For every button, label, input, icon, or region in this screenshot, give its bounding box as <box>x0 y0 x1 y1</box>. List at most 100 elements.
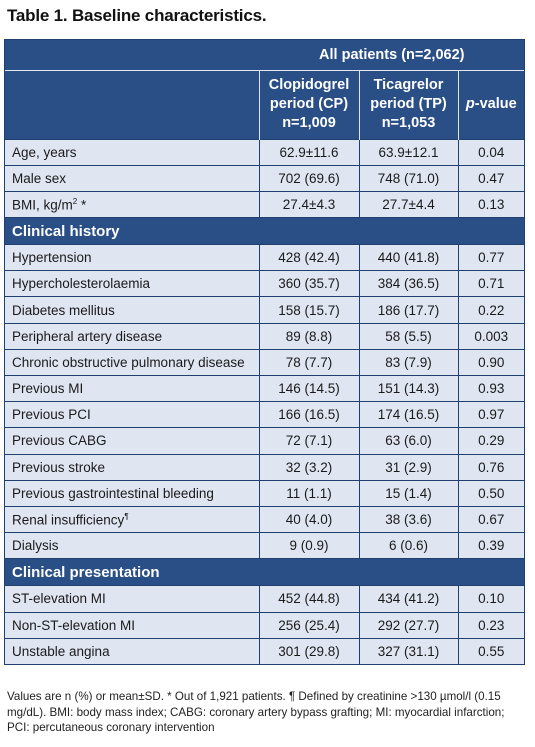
section-clinical-presentation: Clinical presentation <box>5 558 525 586</box>
table-row: BMI, kg/m2 * 27.4±4.3 27.7±4.4 0.13 <box>5 190 525 218</box>
cell-clopidogrel: 9 (0.9) <box>258 532 359 559</box>
row-label-text: ST-elevation MI <box>12 591 106 607</box>
row-label-text: Dialysis <box>12 538 59 554</box>
cell-ticagrelor: 384 (36.5) <box>358 270 458 297</box>
row-label-text: Previous PCI <box>12 407 91 423</box>
row-label-text: Unstable angina <box>12 644 110 660</box>
header-blank-cell-2 <box>5 70 259 139</box>
row-label-text: Renal insufficiency <box>12 512 125 528</box>
header-p-italic: p <box>465 96 475 112</box>
cell-p-value: 0.67 <box>457 505 525 533</box>
cell-clopidogrel: 146 (14.5) <box>258 374 359 402</box>
row-label-text: Previous stroke <box>12 459 106 475</box>
row-label-text: Chronic obstructive pulmonary disease <box>12 354 245 370</box>
cell-p-value: 0.39 <box>457 532 525 559</box>
row-label: Chronic obstructive pulmonary disease <box>5 348 259 376</box>
table-row: Non-ST-elevation MI 256 (25.4) 292 (27.7) 0… <box>5 611 525 639</box>
header-ticagrelor: Ticagrelor period (TP) n=1,053 <box>358 70 458 139</box>
cell-p-value: 0.90 <box>457 348 525 376</box>
row-label: BMI, kg/m2 * <box>5 190 259 218</box>
row-label: Male sex <box>5 164 259 192</box>
cell-p-value: 0.13 <box>457 190 525 218</box>
row-label-text: Male sex <box>12 170 67 186</box>
row-label: Renal insufficiency¶ <box>5 505 259 533</box>
cell-p-value: 0.97 <box>457 401 525 428</box>
header-p-rest: -value <box>474 96 517 112</box>
cell-p-value: 0.77 <box>457 244 525 271</box>
cell-ticagrelor: 15 (1.4) <box>358 479 458 507</box>
header-clopidogrel: Clopidogrel period (CP) n=1,009 <box>258 70 359 139</box>
row-label-superscript: ¶ <box>124 511 129 521</box>
row-label: Hypertension <box>5 244 259 271</box>
table-row: Chronic obstructive pulmonary disease 78 … <box>5 348 525 376</box>
cell-ticagrelor: 83 (7.9) <box>358 348 458 376</box>
table-row: Unstable angina 301 (29.8) 327 (31.1) 0.55 <box>5 637 525 665</box>
table-row: Hypercholesterolaemia 360 (35.7) 384 (36.5… <box>5 270 525 297</box>
cell-p-value: 0.47 <box>457 164 525 192</box>
row-label-text: Hypercholesterolaemia <box>12 276 151 292</box>
cell-ticagrelor: 38 (3.6) <box>358 505 458 533</box>
table-row: Previous stroke 32 (3.2) 31 (2.9) 0.76 <box>5 453 525 481</box>
cell-ticagrelor: 151 (14.3) <box>358 374 458 402</box>
cell-p-value: 0.71 <box>457 270 525 297</box>
cell-p-value: 0.29 <box>457 427 525 455</box>
table-body: Age, years 62.9±11.6 63.9±12.1 0.04 Male sex… <box>5 138 525 665</box>
cell-ticagrelor: 292 (27.7) <box>358 611 458 639</box>
cell-ticagrelor: 174 (16.5) <box>358 401 458 428</box>
row-label-text: Previous MI <box>12 381 84 397</box>
row-label-text: Peripheral artery disease <box>12 328 163 344</box>
row-label: Previous CABG <box>5 427 259 455</box>
cell-clopidogrel: 62.9±11.6 <box>258 138 359 166</box>
row-label: Dialysis <box>5 532 259 559</box>
cell-ticagrelor: 58 (5.5) <box>358 322 458 350</box>
cell-p-value: 0.10 <box>457 585 525 612</box>
cell-clopidogrel: 40 (4.0) <box>258 505 359 533</box>
header-ticagrelor-line3: n=1,053 <box>381 115 436 131</box>
table-row: Age, years 62.9±11.6 63.9±12.1 0.04 <box>5 138 525 166</box>
cell-clopidogrel: 166 (16.5) <box>258 401 359 428</box>
table-row: Diabetes mellitus 158 (15.7) 186 (17.7) 0.2… <box>5 296 525 324</box>
row-label-text: Age, years <box>12 144 77 160</box>
cell-clopidogrel: 72 (7.1) <box>258 427 359 455</box>
header-clopidogrel-line3: n=1,009 <box>282 115 336 131</box>
table-row: Previous CABG 72 (7.1) 63 (6.0) 0.29 <box>5 427 525 455</box>
row-label: Age, years <box>5 138 259 166</box>
table-row: Peripheral artery disease 89 (8.8) 58 (5.5… <box>5 322 525 350</box>
cell-clopidogrel: 11 (1.1) <box>258 479 359 507</box>
cell-clopidogrel: 360 (35.7) <box>258 270 359 297</box>
table-title: Table 1. Baseline characteristics. <box>7 6 267 25</box>
cell-clopidogrel: 89 (8.8) <box>258 322 359 350</box>
row-label: Unstable angina <box>5 637 259 665</box>
table-row: ST-elevation MI 452 (44.8) 434 (41.2) 0.10 <box>5 585 525 612</box>
table-row: Hypertension 428 (42.4) 440 (41.8) 0.77 <box>5 244 525 271</box>
row-label-text: Previous gastrointestinal bleeding <box>12 485 214 501</box>
cell-clopidogrel: 78 (7.7) <box>258 348 359 376</box>
cell-p-value: 0.55 <box>457 637 525 665</box>
row-label: Hypercholesterolaemia <box>5 270 259 297</box>
cell-clopidogrel: 27.4±4.3 <box>258 190 359 218</box>
cell-ticagrelor: 186 (17.7) <box>358 296 458 324</box>
row-label-superscript: 2 <box>72 196 78 206</box>
cell-p-value: 0.04 <box>457 138 525 166</box>
cell-p-value: 0.50 <box>457 479 525 507</box>
cell-clopidogrel: 428 (42.4) <box>258 244 359 271</box>
row-label-text: Hypertension <box>12 250 92 266</box>
row-label: Previous MI <box>5 374 259 402</box>
cell-p-value: 0.76 <box>457 453 525 481</box>
header-group-row: All patients (n=2,062) <box>5 40 525 71</box>
cell-ticagrelor: 27.7±4.4 <box>358 190 458 218</box>
header-ticagrelor-line1: Ticagrelor <box>373 77 444 93</box>
cell-ticagrelor: 31 (2.9) <box>358 453 458 481</box>
row-label: Diabetes mellitus <box>5 296 259 324</box>
header-clopidogrel-line2: period (CP) <box>269 96 349 112</box>
baseline-characteristics-table: All patients (n=2,062) Clopidogrel perio… <box>5 40 525 665</box>
cell-p-value: 0.22 <box>457 296 525 324</box>
row-label-text: Non-ST-elevation MI <box>12 617 136 633</box>
row-label-text: Diabetes mellitus <box>12 302 115 318</box>
baseline-table-container: All patients (n=2,062) Clopidogrel perio… <box>4 39 525 666</box>
cell-ticagrelor: 63.9±12.1 <box>358 138 458 166</box>
cell-p-value: 0.93 <box>457 374 525 402</box>
table-row: Renal insufficiency¶ 40 (4.0) 38 (3.6) 0.67 <box>5 505 525 533</box>
table-row: Previous MI 146 (14.5) 151 (14.3) 0.93 <box>5 374 525 402</box>
